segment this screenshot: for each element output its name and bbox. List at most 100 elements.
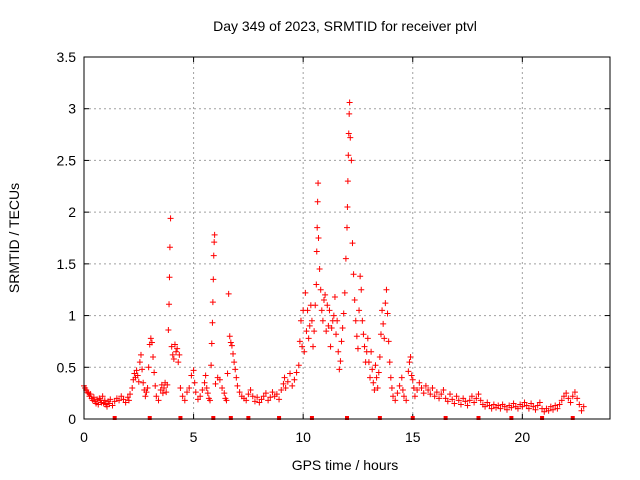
data-point: [192, 389, 199, 396]
data-point: [427, 391, 434, 398]
data-point: [380, 320, 387, 327]
data-point: [368, 348, 375, 355]
data-point: [184, 389, 191, 396]
data-point: [124, 394, 131, 401]
data-point: [166, 274, 173, 281]
data-point: [201, 379, 208, 386]
data-point: [171, 341, 178, 348]
data-point: [219, 384, 226, 391]
data-point: [258, 396, 265, 403]
data-point: [158, 381, 165, 388]
data-point: [346, 99, 353, 106]
data-point: [386, 359, 393, 366]
data-point: [541, 408, 548, 415]
data-point: [350, 271, 357, 278]
data-point: [87, 391, 94, 398]
data-point: [571, 389, 578, 396]
data-point: [293, 369, 300, 376]
data-point: [175, 359, 182, 366]
data-point: [174, 345, 181, 352]
baseline-marker: [309, 416, 314, 420]
data-point: [163, 389, 170, 396]
data-point: [398, 374, 405, 381]
data-point: [282, 384, 289, 391]
data-point: [333, 331, 340, 338]
baseline-marker: [443, 416, 448, 420]
data-points: [81, 99, 587, 420]
data-point: [95, 401, 102, 408]
data-point: [442, 395, 449, 402]
data-point: [251, 398, 258, 405]
baseline-marker: [228, 416, 233, 420]
data-point: [118, 393, 125, 400]
data-point: [407, 353, 414, 360]
data-point: [429, 384, 436, 391]
data-point: [211, 231, 218, 238]
data-point: [316, 266, 323, 273]
data-point: [296, 338, 303, 345]
baseline-marker: [211, 416, 216, 420]
data-point: [273, 391, 280, 398]
data-point: [135, 378, 142, 385]
baseline-marker: [410, 416, 415, 420]
data-point: [359, 317, 366, 324]
baseline-marker: [147, 416, 152, 420]
data-point: [556, 401, 563, 408]
data-point: [552, 402, 559, 409]
data-point: [394, 390, 401, 397]
data-point: [344, 178, 351, 185]
data-point: [216, 376, 223, 383]
data-point: [167, 215, 174, 222]
data-point: [425, 387, 432, 394]
data-point: [148, 339, 155, 346]
data-point: [449, 396, 456, 403]
data-point: [409, 376, 416, 383]
data-point: [173, 348, 180, 355]
data-point: [374, 384, 381, 391]
data-point: [375, 369, 382, 376]
data-point: [181, 397, 188, 404]
data-point: [382, 300, 389, 307]
data-point: [254, 394, 261, 401]
data-point: [495, 402, 502, 409]
data-point: [139, 366, 146, 373]
data-point: [508, 404, 515, 411]
data-point: [194, 396, 201, 403]
data-point: [337, 358, 344, 365]
data-point: [299, 343, 306, 350]
baseline-marker: [178, 416, 183, 420]
data-point: [224, 370, 231, 377]
data-point: [324, 302, 331, 309]
data-point: [482, 403, 489, 410]
data-point: [129, 384, 136, 391]
data-point: [150, 353, 157, 360]
data-point: [232, 366, 239, 373]
data-point: [385, 338, 392, 345]
data-point: [228, 342, 235, 349]
data-point: [354, 345, 361, 352]
data-point: [558, 397, 565, 404]
data-point: [501, 403, 508, 410]
data-point: [433, 389, 440, 396]
y-tick-label: 3.5: [57, 49, 77, 65]
baseline-marker: [476, 416, 481, 420]
data-point: [140, 379, 147, 386]
data-point: [202, 372, 209, 379]
data-point: [166, 244, 173, 251]
data-point: [125, 397, 132, 404]
data-point: [567, 399, 574, 406]
y-tick-label: 0: [68, 411, 76, 427]
data-point: [169, 351, 176, 358]
data-point: [136, 359, 143, 366]
grid: [83, 56, 610, 420]
data-point: [580, 403, 587, 410]
data-point: [348, 157, 355, 164]
data-point: [144, 384, 151, 391]
data-point: [381, 335, 388, 342]
baseline-marker: [345, 416, 349, 420]
data-point: [477, 397, 484, 404]
data-point: [314, 224, 321, 231]
data-point: [569, 393, 576, 400]
data-point: [243, 397, 250, 404]
